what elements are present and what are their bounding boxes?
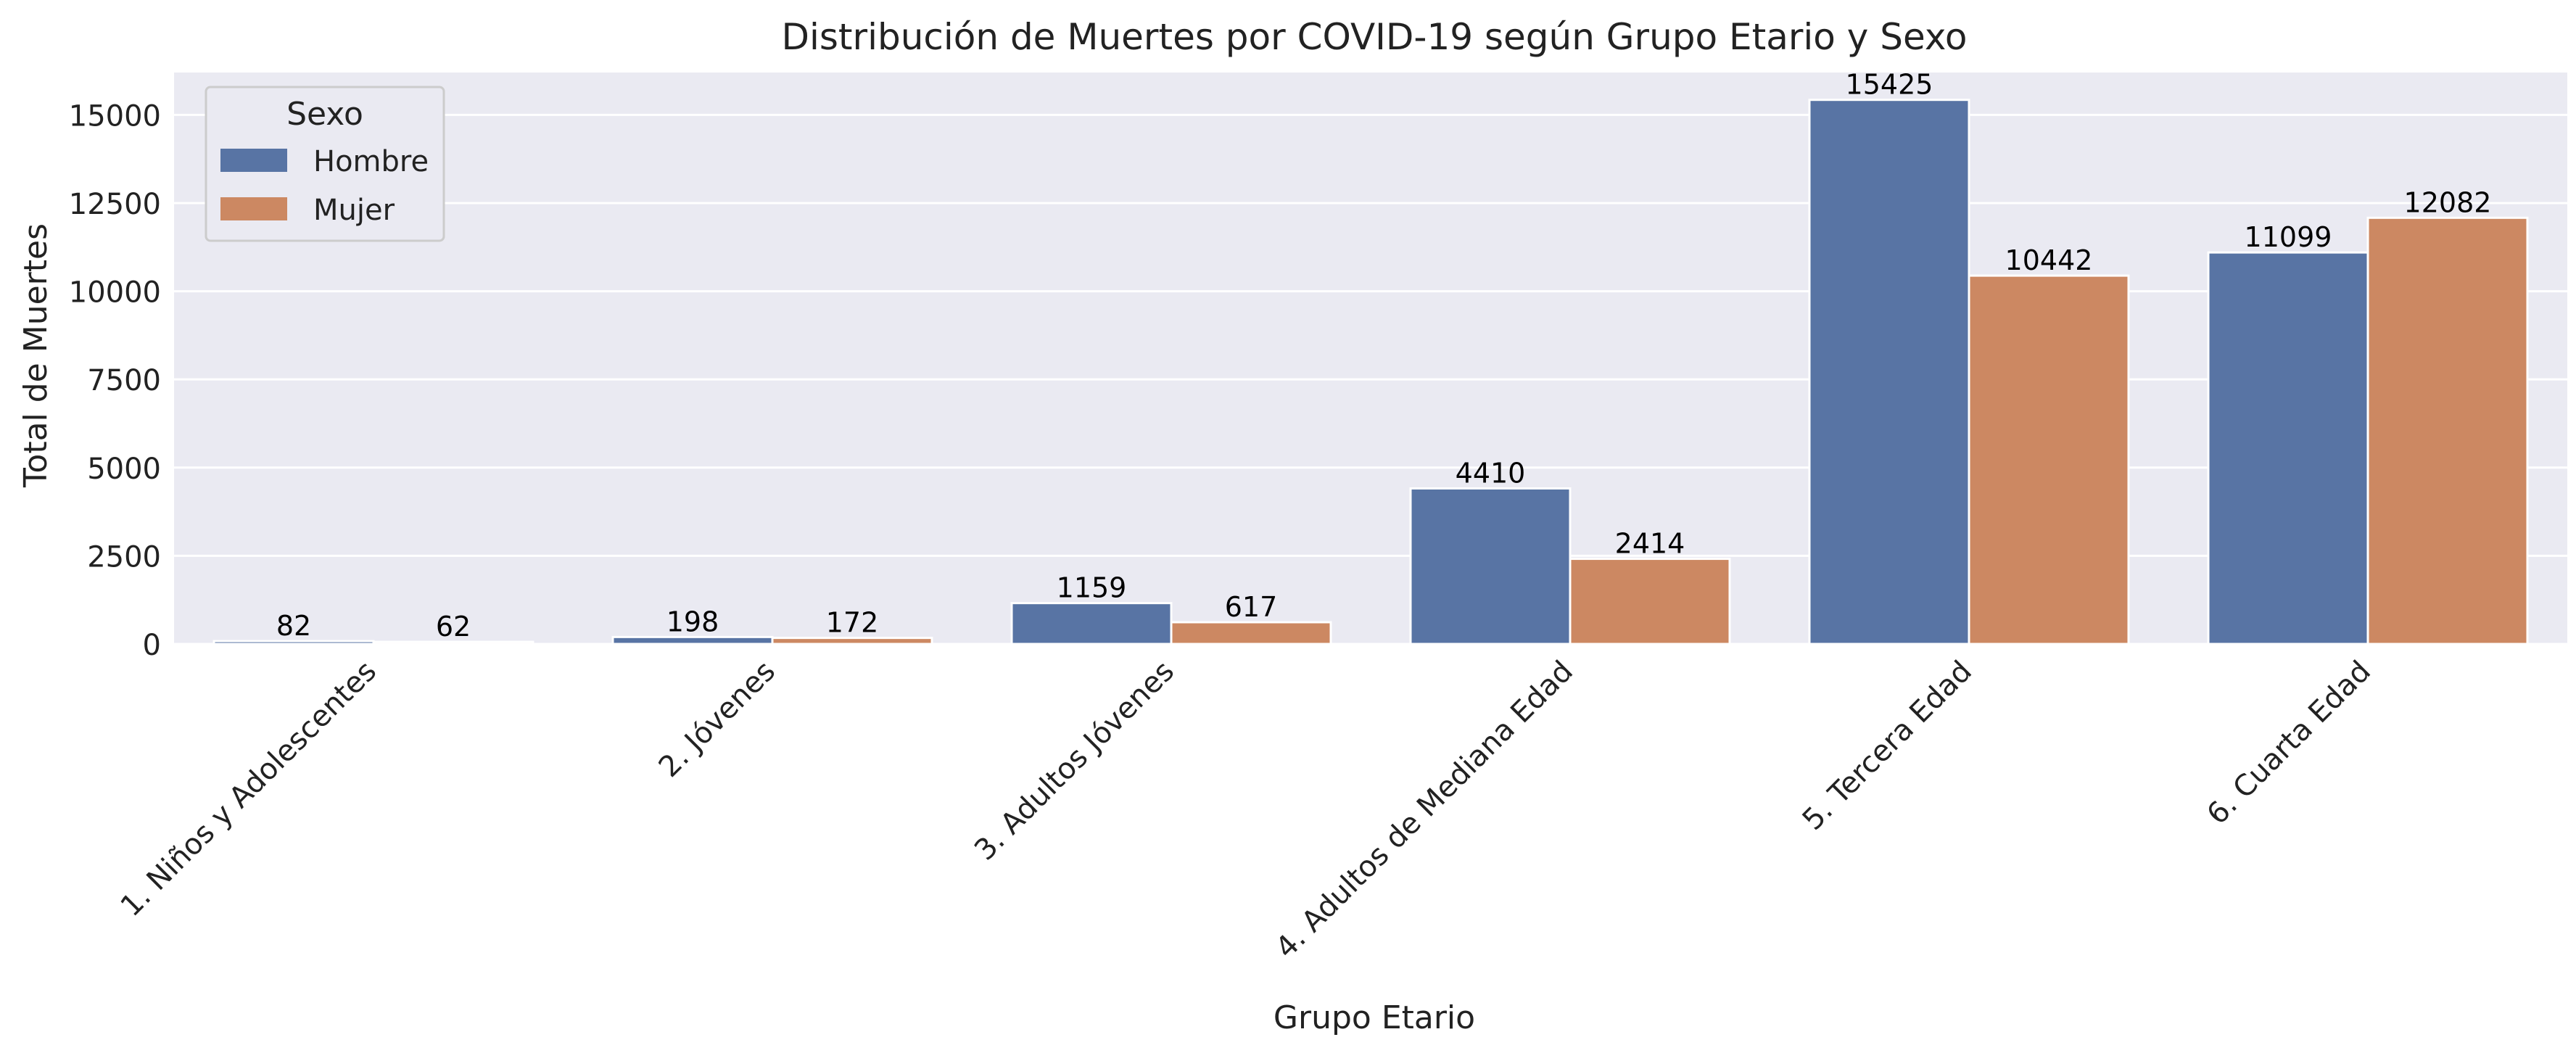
x-tick-labels: 1. Niños y Adolescentes 2. Jóvenes 3. Adul… xyxy=(115,655,2377,965)
legend-label-hombre: Hombre xyxy=(313,145,429,178)
bar-value-label: 2414 xyxy=(1615,528,1685,560)
chart-title: Distribución de Muertes por COVID-19 seg… xyxy=(781,16,1967,58)
y-tick-labels: 0 2500 5000 7500 10000 12500 15000 xyxy=(69,99,161,662)
bar-hombre xyxy=(611,635,774,645)
bars xyxy=(212,99,2529,645)
y-tick-label: 15000 xyxy=(69,99,161,133)
bar-labels: 82 62 198 172 1159 617 4410 2414 15425 10442 11099… xyxy=(276,69,2492,643)
bar-value-label: 11099 xyxy=(2245,221,2332,253)
x-tick-label: 6. Cuarta Edad xyxy=(2200,655,2377,832)
x-tick-label: 3. Adultos Jóvenes xyxy=(968,655,1181,867)
x-axis-label: Grupo Etario xyxy=(1273,999,1475,1036)
bar-value-label: 1159 xyxy=(1057,572,1127,604)
bar-value-label: 4410 xyxy=(1456,457,1526,489)
y-tick-label: 10000 xyxy=(69,276,161,310)
legend-swatch-hombre xyxy=(220,149,287,172)
bar-mujer xyxy=(771,637,933,645)
bar-value-label: 62 xyxy=(436,611,471,643)
legend-label-mujer: Mujer xyxy=(313,194,395,227)
bar-value-label: 82 xyxy=(276,610,311,642)
y-tick-label: 7500 xyxy=(87,364,161,397)
x-tick-label: 5. Tercera Edad xyxy=(1796,655,1978,837)
bar-hombre xyxy=(1409,487,1572,645)
bar-value-label: 172 xyxy=(826,607,879,639)
legend: Sexo Hombre Mujer xyxy=(205,86,445,242)
bar-hombre xyxy=(2207,251,2369,645)
y-axis-label: Total de Muertes xyxy=(17,223,54,488)
bar-mujer xyxy=(1170,621,1332,645)
bar-value-label: 617 xyxy=(1225,591,1278,623)
legend-swatch-mujer xyxy=(220,197,287,220)
x-tick-label: 1. Niños y Adolescentes xyxy=(115,655,383,923)
gridlines xyxy=(174,113,2567,645)
x-tick-label: 4. Adultos de Mediana Edad xyxy=(1269,655,1580,965)
y-tick-label: 12500 xyxy=(69,188,161,221)
y-tick-label: 2500 xyxy=(87,540,161,574)
bar-value-label: 198 xyxy=(666,606,719,637)
plot-background xyxy=(174,73,2567,644)
bar-mujer xyxy=(1569,558,1731,645)
bar-mujer xyxy=(372,640,534,645)
bar-mujer xyxy=(2366,216,2529,645)
bar-value-label: 12082 xyxy=(2404,186,2492,218)
legend-title: Sexo xyxy=(286,96,363,133)
y-tick-label: 5000 xyxy=(87,453,161,486)
bar-hombre xyxy=(1808,99,1970,645)
x-tick-label: 2. Jóvenes xyxy=(653,655,782,784)
bar-mujer xyxy=(1968,274,2130,645)
bar-hombre xyxy=(1010,602,1173,645)
y-tick-label: 0 xyxy=(143,629,161,662)
bar-value-label: 15425 xyxy=(1846,69,1933,101)
bar-value-label: 10442 xyxy=(2005,244,2093,276)
